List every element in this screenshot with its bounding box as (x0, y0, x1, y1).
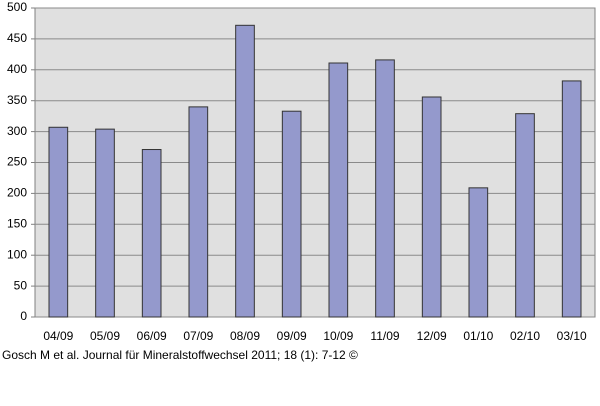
bar (561, 80, 582, 318)
x-tick-label: 04/09 (43, 329, 73, 343)
bar (141, 149, 162, 318)
y-tick-label: 150 (7, 216, 27, 230)
bar (95, 128, 115, 318)
y-tick-label: 0 (20, 309, 27, 323)
bar (468, 187, 489, 318)
bar (421, 96, 442, 318)
bar (48, 126, 69, 318)
x-tick-label: 09/09 (277, 329, 307, 343)
y-tick-label: 400 (7, 62, 27, 76)
y-tick-label: 200 (7, 186, 27, 200)
x-tick-label: 06/09 (137, 329, 167, 343)
bar (515, 113, 535, 318)
source-note: Gosch M et al. Journal für Mineralstoffw… (2, 348, 358, 362)
y-tick-label: 300 (7, 124, 27, 138)
bar (375, 59, 395, 318)
y-tick-label: 350 (7, 93, 27, 107)
x-tick-label: 07/09 (183, 329, 213, 343)
y-tick-label: 500 (7, 0, 27, 14)
x-tick-label: 11/09 (370, 329, 399, 343)
y-tick-label: 450 (7, 31, 27, 45)
bar (281, 110, 302, 318)
bar (188, 106, 209, 318)
y-tick-label: 250 (7, 155, 27, 169)
x-tick-label: 12/09 (417, 329, 447, 343)
bar (235, 24, 255, 318)
x-tick-label: 02/10 (510, 329, 540, 343)
x-tick-label: 05/09 (90, 329, 120, 343)
bar (328, 62, 349, 318)
y-tick-label: 100 (7, 247, 27, 261)
x-tick-label: 03/10 (557, 329, 587, 343)
x-tick-label: 08/09 (230, 329, 260, 343)
x-tick-label: 10/09 (323, 329, 353, 343)
x-tick-label: 01/10 (463, 329, 493, 343)
y-tick-label: 50 (14, 278, 28, 292)
